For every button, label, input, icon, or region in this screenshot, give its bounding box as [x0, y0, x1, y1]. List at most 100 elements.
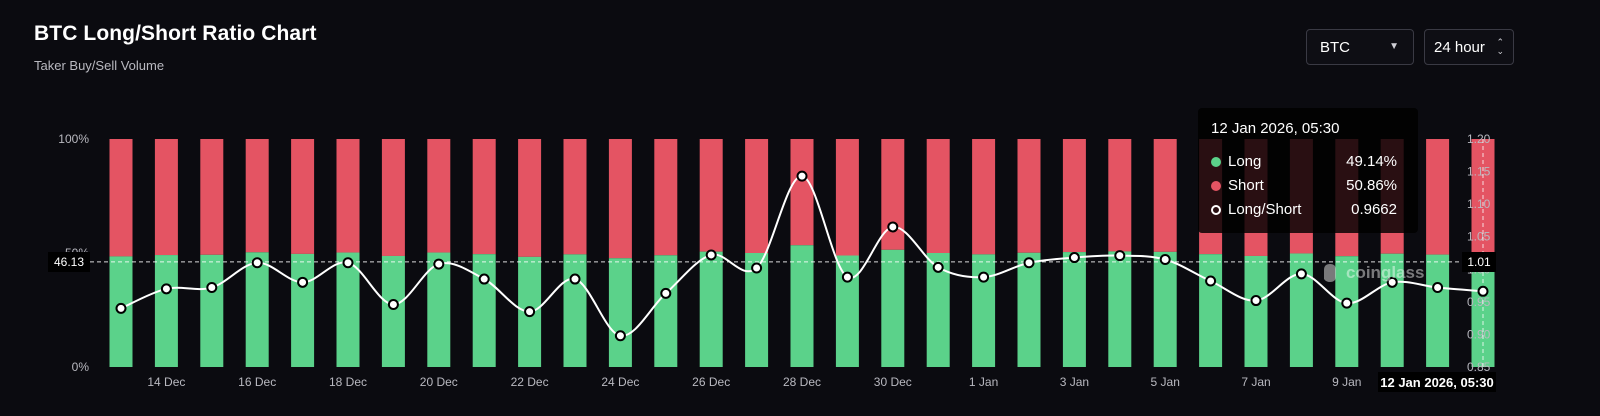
long-bar: [654, 255, 678, 367]
long-dot-icon: [1211, 157, 1221, 167]
short-bar: [608, 139, 632, 259]
x-tick-label: 20 Dec: [420, 375, 458, 389]
tooltip-title: 12 Jan 2026, 05:30: [1211, 120, 1340, 137]
long-bar: [835, 255, 859, 367]
x-tick-label: 16 Dec: [238, 375, 276, 389]
long-bar: [472, 254, 496, 367]
short-bar: [972, 139, 996, 255]
watermark: coinglass: [1320, 262, 1424, 284]
ratio-dot-icon: [1211, 205, 1221, 215]
ratio-point: [1205, 275, 1217, 287]
short-bar: [654, 139, 678, 256]
interval-select[interactable]: 24 hour ⌃ ⌄: [1424, 29, 1514, 65]
ratio-point: [1295, 268, 1307, 280]
x-tick-label: 1 Jan: [969, 375, 998, 389]
caret-down-icon: ▼: [1389, 41, 1399, 52]
x-tick-label: 9 Jan: [1332, 375, 1361, 389]
ratio-point: [524, 306, 536, 318]
ratio-point: [978, 271, 990, 283]
ratio-point: [387, 298, 399, 310]
y-left-tick-label: 100%: [58, 132, 89, 146]
x-tick-label: 18 Dec: [329, 375, 367, 389]
short-bar: [563, 139, 587, 255]
ratio-point: [297, 276, 309, 288]
page-title: BTC Long/Short Ratio Chart: [34, 22, 317, 45]
short-bar: [518, 139, 542, 257]
tooltip-row-short: Short 50.86%: [1211, 177, 1397, 197]
short-bar: [835, 139, 859, 256]
ratio-point: [569, 273, 581, 285]
ratio-point: [1250, 295, 1262, 307]
long-bar: [1426, 254, 1450, 367]
y-right-tick-label: 1.20: [1467, 132, 1491, 146]
tooltip-label: Long/Short: [1228, 201, 1302, 218]
ratio-point: [751, 262, 763, 274]
short-bar: [1062, 139, 1086, 253]
short-bar: [109, 139, 133, 257]
tooltip-label: Short: [1228, 177, 1264, 194]
short-bar: [1153, 139, 1177, 252]
x-tick-label: 7 Jan: [1241, 375, 1270, 389]
page-subtitle: Taker Buy/Sell Volume: [34, 58, 165, 73]
x-tick-label: 28 Dec: [783, 375, 821, 389]
long-bar: [699, 251, 723, 367]
long-bar: [1017, 252, 1041, 367]
long-bar: [1244, 255, 1268, 367]
short-bar: [200, 139, 224, 255]
coinglass-logo-icon: [1324, 264, 1336, 282]
short-bar: [790, 139, 814, 246]
long-bar: [381, 255, 405, 367]
ratio-point: [614, 330, 626, 342]
ratio-point: [1114, 250, 1126, 262]
ratio-point: [478, 273, 490, 285]
long-bar: [154, 255, 178, 367]
long-bar: [291, 253, 315, 367]
x-tick-label: 26 Dec: [692, 375, 730, 389]
y-left-cursor-value: 46.13: [48, 252, 90, 272]
watermark-text: coinglass: [1346, 263, 1425, 282]
y-right-tick-label: 0.95: [1467, 295, 1491, 309]
short-bar: [427, 139, 451, 253]
ratio-point: [932, 261, 944, 273]
ratio-point: [705, 249, 717, 261]
tooltip-value: 50.86%: [1346, 177, 1397, 194]
ratio-point: [251, 257, 263, 269]
y-right-tick-label: 1.10: [1467, 197, 1491, 211]
y-right-tick-label: 0.85: [1467, 360, 1491, 374]
x-tick-label: 14 Dec: [147, 375, 185, 389]
long-bar: [1335, 256, 1359, 367]
y-right-cursor-value: 1.01: [1462, 252, 1496, 272]
short-bar: [1426, 139, 1450, 255]
long-bar: [745, 253, 769, 367]
tooltip-label: Long: [1228, 153, 1262, 170]
ratio-point: [1068, 252, 1080, 264]
long-bar: [245, 252, 269, 367]
ratio-point: [1432, 282, 1444, 294]
chart-tooltip: 12 Jan 2026, 05:30 Long 49.14% Short 50.…: [1198, 108, 1418, 233]
long-bar: [608, 258, 632, 367]
long-bar: [1062, 252, 1086, 367]
short-bar: [245, 139, 269, 253]
up-down-icon: ⌃ ⌄: [1496, 37, 1504, 56]
interval-select-value: 24 hour: [1434, 38, 1485, 56]
long-bar: [790, 245, 814, 367]
short-bar: [291, 139, 315, 254]
ratio-point: [1023, 257, 1035, 269]
x-tick-label: 24 Dec: [601, 375, 639, 389]
symbol-select[interactable]: BTC ▼: [1306, 29, 1414, 65]
x-tick-label: 5 Jan: [1151, 375, 1180, 389]
ratio-point: [433, 258, 445, 270]
short-bar: [1017, 139, 1041, 253]
x-tick-label: 30 Dec: [874, 375, 912, 389]
short-bar: [154, 139, 178, 256]
x-tick-label: 3 Jan: [1060, 375, 1089, 389]
long-bar: [336, 252, 360, 367]
short-bar: [881, 139, 905, 250]
short-bar: [381, 139, 405, 256]
ratio-point: [1341, 297, 1353, 309]
ratio-point: [342, 257, 354, 269]
tooltip-value: 49.14%: [1346, 153, 1397, 170]
long-bar: [427, 252, 451, 367]
y-right-tick-label: 1.15: [1467, 165, 1491, 179]
short-bar: [926, 139, 950, 253]
